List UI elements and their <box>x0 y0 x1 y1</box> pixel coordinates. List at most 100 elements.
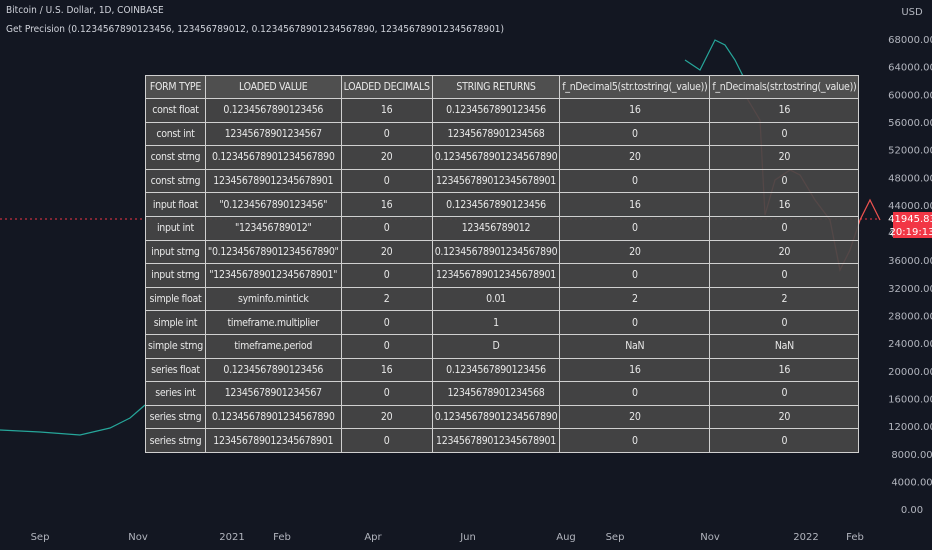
table-cell: 20 <box>340 145 433 170</box>
table-cell: 0.1234567890123456 <box>431 192 561 217</box>
symbol-title: Bitcoin / U.S. Dollar, 1D, COINBASE <box>6 5 164 16</box>
table-cell: 0.12345678901234567890 <box>431 404 561 430</box>
table-cell: 0 <box>340 310 433 335</box>
table-cell: 16 <box>340 357 433 383</box>
table-cell: const int <box>145 121 206 147</box>
time-label: Sep <box>606 532 625 543</box>
table-row: const int 12345678901234567 0 1234567890123… <box>145 121 860 147</box>
time-label: 2021 <box>219 532 244 543</box>
table-cell: syminfo.mintick <box>204 286 342 312</box>
time-label: Nov <box>700 532 720 543</box>
price-label: 56000.00 <box>888 118 932 129</box>
table-cell: const strng <box>145 168 206 194</box>
table-cell: 0 <box>559 121 711 147</box>
table-cell: 0 <box>559 381 711 406</box>
table-cell: 12345678901234568 <box>431 381 561 406</box>
table-cell: 20 <box>340 404 433 430</box>
table-row: simple strng timeframe.period 0 D NaN NaN <box>145 333 860 359</box>
table-cell: NaN <box>709 333 860 359</box>
price-series <box>0 404 146 436</box>
table-cell: 16 <box>559 98 711 123</box>
table-cell: 20 <box>709 239 860 265</box>
table-row: series float 0.1234567890123456 16 0.123456… <box>145 357 860 383</box>
table-cell: 0 <box>340 263 433 288</box>
table-cell: 12345678901234567 <box>204 381 342 406</box>
table-cell: 12345678901234567890​1 <box>431 263 561 288</box>
table-cell: "12345678901234567890​1" <box>204 263 342 288</box>
table-cell: 20 <box>559 404 711 430</box>
table-cell: 12345678901234567890​1 <box>431 168 561 194</box>
table-cell: 16 <box>340 192 433 217</box>
table-cell: input strng <box>145 263 206 288</box>
price-label: 12000.00 <box>888 422 932 433</box>
table-cell: 12345678901234567 <box>204 121 342 147</box>
table-cell: "0.1234567890123456" <box>204 192 342 217</box>
table-cell: 16 <box>709 192 860 217</box>
table-cell: 0.01 <box>431 286 561 312</box>
table-row: input int "123456789012" 0 123456789012 0 0 <box>145 215 860 241</box>
table-cell: 0 <box>709 428 860 453</box>
table-cell: const float <box>145 98 206 123</box>
time-label: Feb <box>273 532 291 543</box>
time-label: 2022 <box>793 532 818 543</box>
price-label: 0.00 <box>901 505 923 516</box>
column-header: f_nDecimals(str.tostring(_value)) <box>709 75 860 99</box>
table-cell: 0 <box>709 381 860 406</box>
table-row: input float "0.1234567890123456" 16 0.12345… <box>145 192 860 217</box>
table-cell: 0 <box>709 168 860 194</box>
price-tag <box>893 212 932 238</box>
table-cell: 20 <box>340 239 433 265</box>
table-cell: 0.1234567890123456 <box>204 98 342 123</box>
price-label: 48000.00 <box>888 173 932 184</box>
time-label: Nov <box>128 532 148 543</box>
table-cell: timeframe.period <box>204 333 342 359</box>
table-cell: 0 <box>559 215 711 241</box>
table-cell: 20 <box>709 145 860 170</box>
table-cell: 0 <box>709 263 860 288</box>
table-cell: 20 <box>559 239 711 265</box>
table-cell: 16 <box>709 98 860 123</box>
table-cell: 20 <box>709 404 860 430</box>
price-label: 24000.00 <box>888 339 932 350</box>
price-unit: USD <box>901 7 923 18</box>
table-row: input strng "0.12345678901234567890" 20 0.1… <box>145 239 860 265</box>
table-row: series int 12345678901234567 0 123456789012… <box>145 381 860 406</box>
table-row: simple int timeframe.multiplier 0 1 0 0 <box>145 310 860 335</box>
table-cell: 2 <box>559 286 711 312</box>
table-cell: input float <box>145 192 206 217</box>
time-label: Apr <box>364 532 382 543</box>
table-cell: 12345678901234568 <box>431 121 561 147</box>
table-cell: 0.1234567890123456 <box>204 357 342 383</box>
table-cell: 123456789012 <box>431 215 561 241</box>
table-cell: 0 <box>340 428 433 453</box>
table-cell: 16 <box>709 357 860 383</box>
table-cell: series float <box>145 357 206 383</box>
table-row: const float 0.1234567890123456 16 0.1234567… <box>145 98 860 123</box>
price-label: 60000.00 <box>888 90 932 101</box>
table-cell: "123456789012" <box>204 215 342 241</box>
last-price: 41945.83 <box>888 214 932 225</box>
price-label: 28000.00 <box>888 312 932 323</box>
table-cell: 0 <box>559 310 711 335</box>
table-cell: 16 <box>559 192 711 217</box>
time-label: Aug <box>556 532 576 543</box>
price-label: 20000.00 <box>888 367 932 378</box>
table-cell: 0 <box>340 121 433 147</box>
table-row: const strng 0.12345678901234567890 20 0.123… <box>145 145 860 170</box>
table-cell: 12345678901234567890​1 <box>204 168 342 194</box>
table-cell: NaN <box>559 333 711 359</box>
table-cell: 0 <box>559 168 711 194</box>
price-label: 52000.00 <box>888 146 932 157</box>
table-header: FORM TYPE LOADED VALUE LOADED DECIMALS STRI… <box>145 75 860 99</box>
table-cell: simple float <box>145 286 206 312</box>
column-header: LOADED DECIMALS <box>340 75 433 99</box>
table-cell: 1 <box>431 310 561 335</box>
column-header: f_nDecimal5(str.tostring(_value)) <box>559 75 711 99</box>
table-cell: "0.12345678901234567890" <box>204 239 342 265</box>
indicator-title: Get Precision (0.1234567890123456, 12345… <box>6 24 505 35</box>
price-label: 36000.00 <box>888 256 932 267</box>
table-row: simple float syminfo.mintick 2 0.01 2 2 <box>145 286 860 312</box>
table-cell: const strng <box>145 145 206 170</box>
